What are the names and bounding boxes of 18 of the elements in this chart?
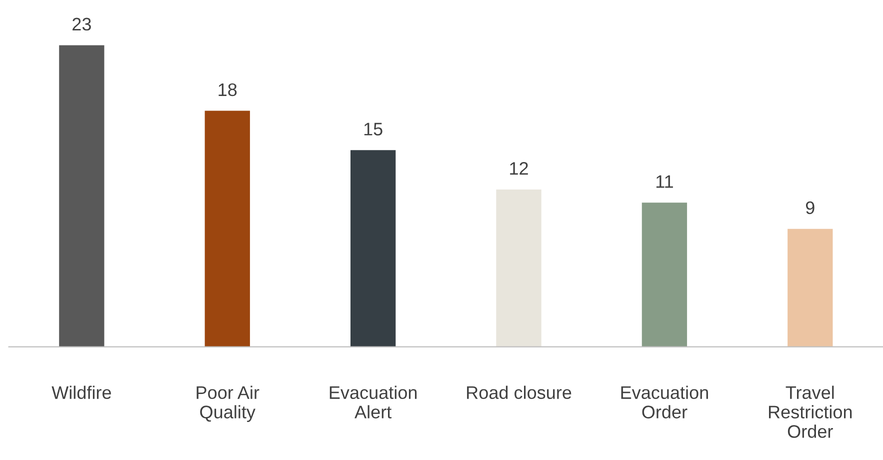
data-label: 12 — [510, 162, 528, 175]
bar — [350, 150, 396, 347]
bar — [204, 110, 250, 347]
data-label: 15 — [364, 122, 382, 136]
bar — [788, 228, 833, 347]
data-label: 11 — [656, 175, 673, 188]
bar — [496, 189, 542, 347]
x-tick-label: Evacuation Alert — [330, 386, 417, 418]
bar — [642, 202, 688, 347]
data-label: 23 — [72, 18, 91, 31]
x-tick-label: Evacuation Order — [621, 386, 708, 418]
bar — [59, 45, 104, 347]
data-label: 9 — [806, 201, 814, 214]
data-label: 18 — [218, 83, 237, 96]
x-tick-label: Road closure — [467, 386, 572, 399]
x-tick-label: Poor Air Quality — [196, 386, 260, 422]
x-tick-label: Travel Restriction Order — [768, 386, 852, 438]
x-tick-label: Wildfire — [52, 386, 111, 399]
